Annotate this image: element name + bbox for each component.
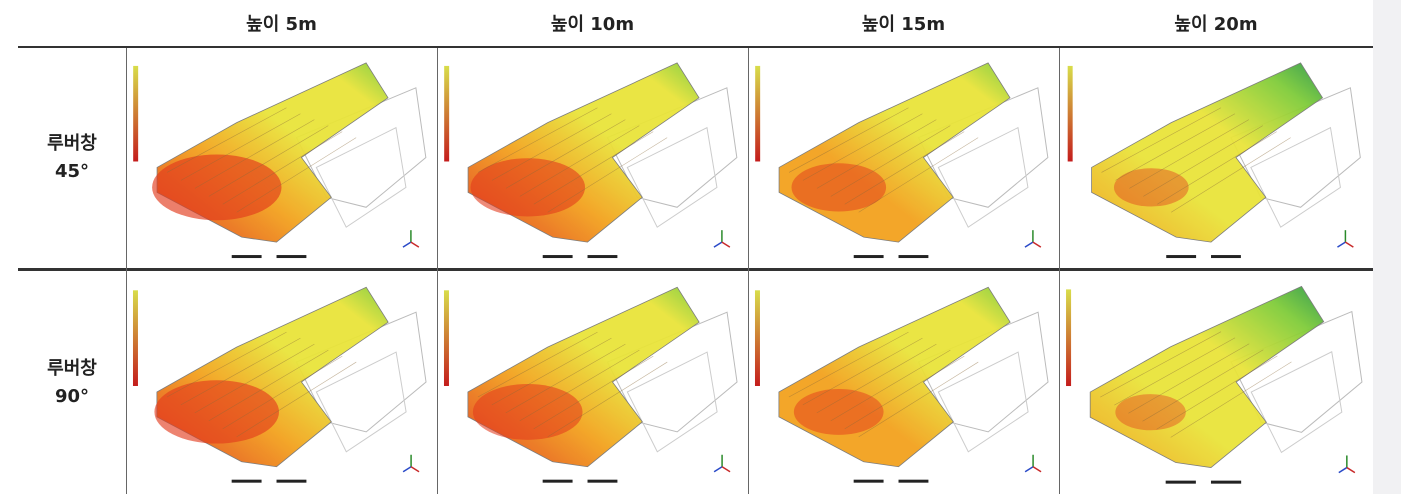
grid-line: [437, 48, 438, 494]
simulation-plot: [127, 48, 436, 267]
grid-line: [1059, 48, 1060, 494]
heat-map-surface: [1091, 62, 1324, 243]
column-header-3: 높이 15m: [861, 14, 946, 35]
row-label-1-title: 루버창: [47, 133, 97, 154]
column-header-4: 높이 20m: [1174, 14, 1258, 35]
legend-bar: [1067, 65, 1073, 162]
row-label-2-angle: 90°: [54, 385, 90, 407]
heat-map-surface: [1089, 285, 1325, 468]
legend-bar: [754, 290, 760, 386]
legend-bar: [755, 65, 761, 162]
grid-line: [748, 48, 749, 494]
heat-map-surface: [778, 286, 1011, 468]
legend-bar: [444, 65, 450, 162]
row-divider: [18, 268, 1373, 271]
legend-bar: [1066, 289, 1072, 387]
row-label-1: 루버창 45°: [18, 48, 126, 268]
simulation-plot: [749, 48, 1058, 267]
side-margin: [1373, 0, 1401, 494]
row-label-2-title: 루버창: [47, 357, 97, 379]
simulation-plot: [1060, 48, 1372, 267]
simulation-plot: [438, 48, 747, 267]
legend-bar: [443, 290, 449, 386]
heat-map-surface: [778, 62, 1011, 243]
legend-bar: [132, 290, 138, 386]
simulation-plot: [127, 271, 436, 493]
heat-map-surface: [467, 62, 700, 243]
column-header-2: 높이 10m: [550, 14, 635, 35]
column-header-1: 높이 5m: [246, 14, 317, 35]
heat-map-surface: [467, 286, 700, 468]
header-divider: [18, 46, 1373, 48]
row-label-2: 루버창 90°: [18, 271, 126, 494]
simulation-plot: [438, 271, 747, 493]
grid-line: [126, 48, 127, 494]
row-label-1-angle: 45°: [54, 161, 90, 182]
legend-bar: [133, 65, 139, 162]
simulation-plot: [749, 271, 1058, 493]
simulation-plot: [1060, 271, 1372, 493]
